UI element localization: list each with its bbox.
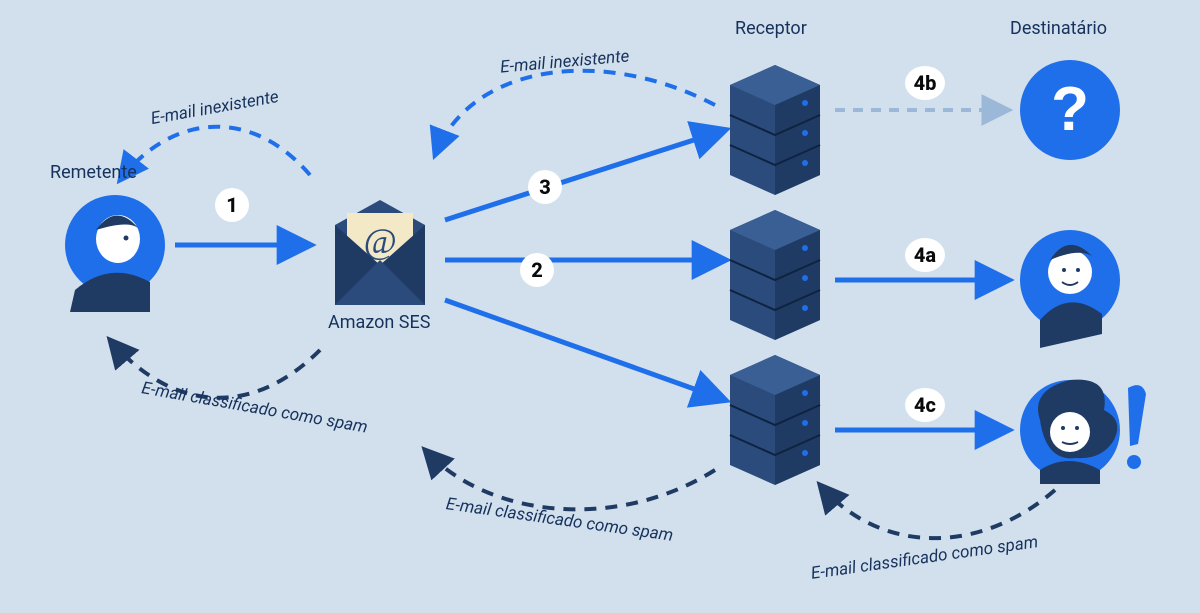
recipient-c-icon bbox=[1020, 380, 1120, 484]
ses-envelope-icon: @ bbox=[335, 200, 425, 305]
receiver-column-label: Receptor bbox=[735, 18, 807, 39]
sender-label: Remetente bbox=[50, 162, 137, 183]
server1-icon bbox=[730, 65, 820, 195]
edge-2-top bbox=[445, 130, 725, 220]
step-badge-4a: 4a bbox=[905, 238, 945, 272]
sender-avatar-icon bbox=[65, 195, 165, 312]
svg-text:?: ? bbox=[1051, 75, 1089, 144]
edge-nonexistent-right bbox=[435, 71, 715, 155]
step-badge-2: 2 bbox=[520, 253, 554, 287]
step-badge-4c: 4c bbox=[905, 388, 945, 422]
step-badge-4b: 4b bbox=[905, 66, 945, 100]
server2-icon bbox=[730, 210, 820, 340]
edge-nonexistent-left bbox=[120, 127, 310, 180]
step-badge-1: 1 bbox=[215, 188, 249, 222]
exclaim-icon bbox=[1127, 385, 1146, 469]
step-badge-3: 3 bbox=[528, 170, 562, 204]
ses-label: Amazon SES bbox=[328, 312, 430, 333]
server3-icon bbox=[730, 355, 820, 485]
recipient-column-label: Destinatário bbox=[1010, 18, 1107, 39]
edge-spam-right bbox=[820, 485, 1055, 538]
recipient-a-icon bbox=[1020, 230, 1120, 348]
edge-2-bot bbox=[445, 300, 725, 400]
recipient-unknown-icon: ? bbox=[1020, 60, 1120, 160]
